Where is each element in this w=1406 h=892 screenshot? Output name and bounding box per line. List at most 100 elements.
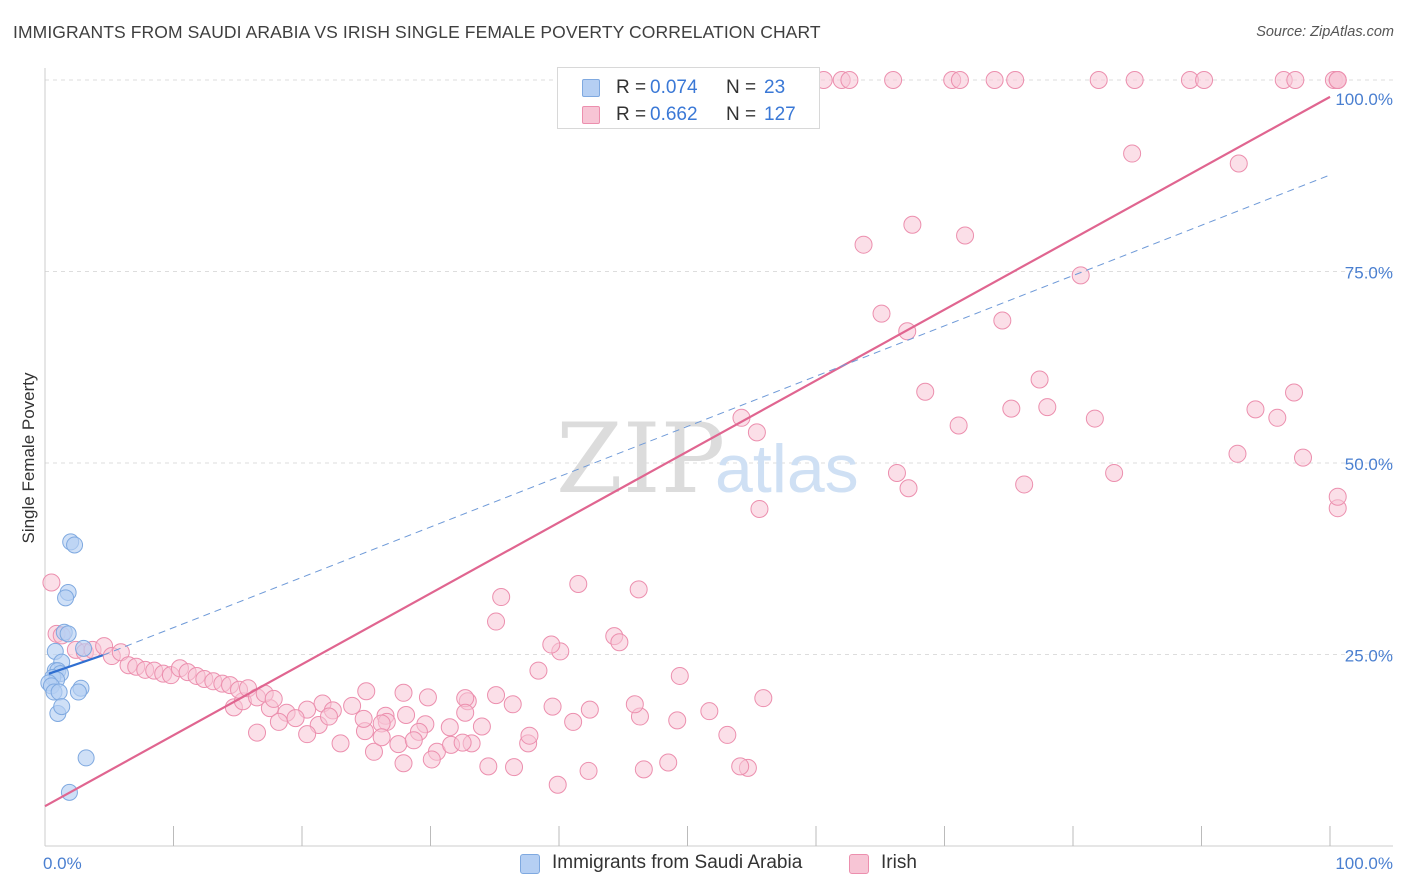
- irish-point: [718, 725, 737, 744]
- irish-point: [286, 709, 305, 728]
- x-tick-labels: 0.0% 100.0%: [43, 854, 1393, 873]
- saudi-point: [57, 589, 75, 607]
- legend-r-value: 0.074: [650, 77, 698, 98]
- irish-point: [884, 71, 903, 89]
- source-credit: Source: ZipAtlas.com: [1256, 24, 1394, 40]
- saudi-points: [40, 533, 95, 801]
- irish-point: [404, 731, 423, 750]
- irish-point: [503, 695, 522, 714]
- legend-r-value: 0.662: [650, 104, 698, 125]
- irish-point: [840, 71, 859, 89]
- legend-r-label: R =: [616, 77, 647, 98]
- x-tick-label: 100.0%: [1335, 854, 1393, 873]
- saudi-point: [66, 536, 84, 554]
- irish-points: [42, 71, 1347, 794]
- irish-point: [453, 733, 472, 752]
- irish-point: [422, 750, 441, 769]
- irish-point: [1246, 400, 1265, 419]
- irish-point: [364, 742, 383, 761]
- irish-point: [1286, 71, 1305, 89]
- irish-point: [269, 712, 288, 731]
- irish-point: [1038, 398, 1057, 417]
- grid-lines: [45, 79, 1393, 655]
- trend-lines: [44, 95, 1331, 808]
- legend-swatch-irish: [582, 106, 600, 124]
- irish-point: [542, 635, 561, 654]
- irish-point: [899, 479, 918, 498]
- legend-n-value: 23: [764, 77, 786, 98]
- legend-swatch-saudi: [582, 79, 600, 97]
- irish-point: [629, 580, 648, 599]
- irish-point: [872, 304, 891, 323]
- irish-point: [1105, 463, 1124, 482]
- irish-point: [1015, 475, 1034, 494]
- irish-point: [319, 707, 338, 726]
- saudi-point: [77, 749, 95, 767]
- irish-point: [610, 633, 629, 652]
- irish-point: [42, 573, 61, 592]
- irish-point: [394, 683, 413, 702]
- irish-point: [1085, 409, 1104, 428]
- legend-swatch-irish: [849, 854, 869, 874]
- saudi-point: [53, 698, 71, 716]
- irish-point: [747, 423, 766, 442]
- watermark-atlas: atlas: [715, 431, 859, 507]
- legend-n-label: N =: [726, 77, 757, 98]
- irish-point: [372, 728, 391, 747]
- irish-point: [543, 697, 562, 716]
- irish-trend-line: [44, 95, 1331, 808]
- irish-point: [1123, 144, 1142, 163]
- irish-point: [1030, 370, 1049, 389]
- irish-point: [731, 757, 750, 776]
- irish-point: [659, 753, 678, 772]
- irish-point: [343, 696, 362, 715]
- irish-point: [479, 757, 498, 776]
- irish-point: [949, 416, 968, 435]
- irish-point: [569, 575, 588, 594]
- irish-point: [754, 689, 773, 708]
- irish-point: [670, 666, 689, 685]
- irish-point: [1229, 154, 1248, 173]
- irish-point: [668, 711, 687, 730]
- irish-point: [887, 463, 906, 482]
- irish-point: [1268, 408, 1287, 427]
- irish-point: [1002, 399, 1021, 418]
- irish-point: [354, 709, 373, 728]
- watermark: ZIP atlas: [556, 403, 859, 515]
- irish-point: [564, 712, 583, 731]
- irish-point: [579, 761, 598, 780]
- irish-point: [397, 706, 416, 725]
- irish-point: [1071, 266, 1090, 285]
- irish-point: [418, 688, 437, 707]
- y-tick-label: 75.0%: [1345, 264, 1393, 283]
- saudi-point: [69, 683, 87, 701]
- irish-point: [1125, 71, 1144, 89]
- irish-point: [548, 775, 567, 794]
- legend-label-irish: Irish: [881, 852, 917, 873]
- saudi-trend-line: [48, 654, 104, 675]
- irish-point: [357, 682, 376, 701]
- chart-title: IMMIGRANTS FROM SAUDI ARABIA VS IRISH SI…: [13, 22, 821, 42]
- irish-point: [1285, 383, 1304, 402]
- correlation-legend: R = 0.074 N = 23 R = 0.662 N = 127: [557, 67, 820, 129]
- legend-n-label: N =: [726, 104, 757, 125]
- irish-point: [1294, 448, 1313, 467]
- irish-point: [903, 215, 922, 234]
- irish-point: [993, 311, 1012, 330]
- irish-point: [505, 758, 524, 777]
- irish-point: [472, 717, 491, 736]
- irish-point: [625, 695, 644, 714]
- irish-point: [634, 760, 653, 779]
- y-tick-label: 50.0%: [1345, 455, 1393, 474]
- y-axis-label: Single Female Poverty: [19, 372, 38, 544]
- irish-point: [394, 754, 413, 773]
- irish-point: [750, 499, 769, 518]
- irish-point: [700, 702, 719, 721]
- x-tick-label: 0.0%: [43, 854, 82, 873]
- legend-row-irish: R = 0.662 N = 127: [558, 100, 819, 128]
- irish-point: [487, 686, 506, 705]
- irish-point: [1006, 71, 1025, 89]
- legend-row-saudi: R = 0.074 N = 23: [558, 73, 819, 101]
- irish-point: [950, 71, 969, 89]
